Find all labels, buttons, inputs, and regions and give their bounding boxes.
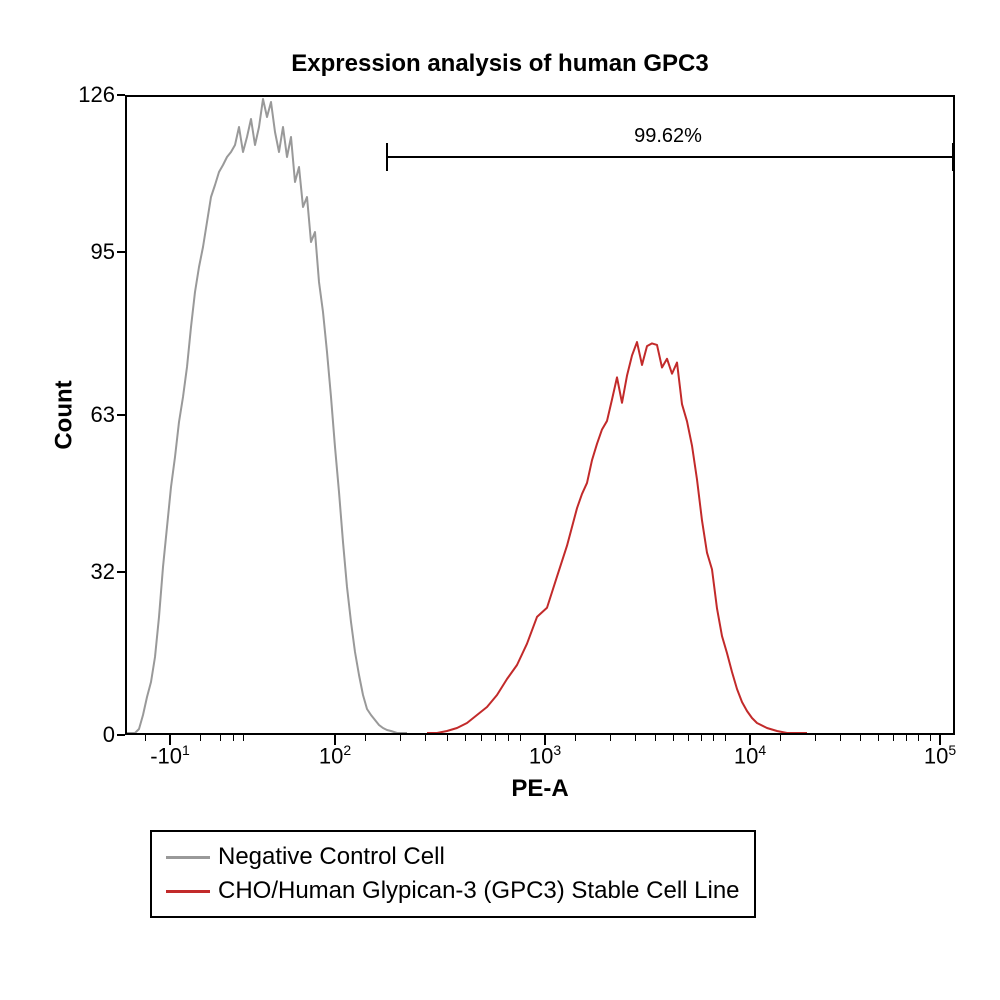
x-minor-tick bbox=[575, 735, 576, 741]
y-tick-label: 32 bbox=[91, 559, 115, 585]
y-tick-mark bbox=[117, 414, 125, 416]
x-minor-tick bbox=[930, 735, 931, 741]
x-minor-tick bbox=[780, 735, 781, 741]
x-minor-tick bbox=[635, 735, 636, 741]
x-minor-tick bbox=[220, 735, 221, 741]
x-minor-tick bbox=[233, 735, 234, 741]
x-minor-tick bbox=[673, 735, 674, 741]
y-tick-label: 63 bbox=[91, 402, 115, 428]
series-line bbox=[427, 342, 807, 733]
x-tick-label: -101 bbox=[150, 742, 190, 769]
legend-swatch bbox=[166, 856, 210, 859]
x-minor-tick bbox=[508, 735, 509, 741]
x-minor-tick bbox=[200, 735, 201, 741]
figure: Expression analysis of human GPC3 Count … bbox=[0, 0, 1000, 1000]
x-minor-tick bbox=[860, 735, 861, 741]
plot-area bbox=[125, 95, 955, 735]
chart-title: Expression analysis of human GPC3 bbox=[0, 50, 1000, 78]
x-minor-tick bbox=[655, 735, 656, 741]
x-tick-label: 102 bbox=[319, 742, 351, 769]
x-minor-tick bbox=[840, 735, 841, 741]
x-minor-tick bbox=[447, 735, 448, 741]
y-tick-mark bbox=[117, 251, 125, 253]
series-line bbox=[127, 99, 407, 733]
y-tick-mark bbox=[117, 94, 125, 96]
x-minor-tick bbox=[688, 735, 689, 741]
gate-percent-label: 99.62% bbox=[634, 125, 702, 148]
x-minor-tick bbox=[610, 735, 611, 741]
y-axis-label: Count bbox=[51, 380, 79, 449]
y-tick-mark bbox=[117, 734, 125, 736]
legend-item: Negative Control Cell bbox=[166, 840, 740, 874]
x-minor-tick bbox=[481, 735, 482, 741]
x-tick-label: 103 bbox=[529, 742, 561, 769]
x-minor-tick bbox=[918, 735, 919, 741]
x-minor-tick bbox=[893, 735, 894, 741]
x-minor-tick bbox=[365, 735, 366, 741]
x-minor-tick bbox=[495, 735, 496, 741]
plot-svg bbox=[127, 97, 953, 733]
x-minor-tick bbox=[145, 735, 146, 741]
x-minor-tick bbox=[815, 735, 816, 741]
x-minor-tick bbox=[878, 735, 879, 741]
x-minor-tick bbox=[243, 735, 244, 741]
x-minor-tick bbox=[713, 735, 714, 741]
x-axis-label: PE-A bbox=[125, 775, 955, 803]
legend-label: Negative Control Cell bbox=[218, 843, 445, 871]
x-minor-tick bbox=[465, 735, 466, 741]
x-minor-tick bbox=[520, 735, 521, 741]
x-minor-tick bbox=[425, 735, 426, 741]
y-tick-mark bbox=[117, 571, 125, 573]
x-minor-tick bbox=[701, 735, 702, 741]
x-minor-tick bbox=[400, 735, 401, 741]
legend: Negative Control Cell CHO/Human Glypican-… bbox=[150, 830, 756, 918]
y-tick-label: 0 bbox=[103, 722, 115, 748]
legend-label: CHO/Human Glypican-3 (GPC3) Stable Cell … bbox=[218, 877, 740, 905]
x-minor-tick bbox=[725, 735, 726, 741]
x-minor-tick bbox=[906, 735, 907, 741]
y-tick-label: 95 bbox=[91, 239, 115, 265]
legend-item: CHO/Human Glypican-3 (GPC3) Stable Cell … bbox=[166, 874, 740, 908]
legend-swatch bbox=[166, 890, 210, 893]
y-tick-label: 126 bbox=[78, 82, 115, 108]
x-tick-label: 105 bbox=[924, 742, 956, 769]
x-tick-label: 104 bbox=[734, 742, 766, 769]
